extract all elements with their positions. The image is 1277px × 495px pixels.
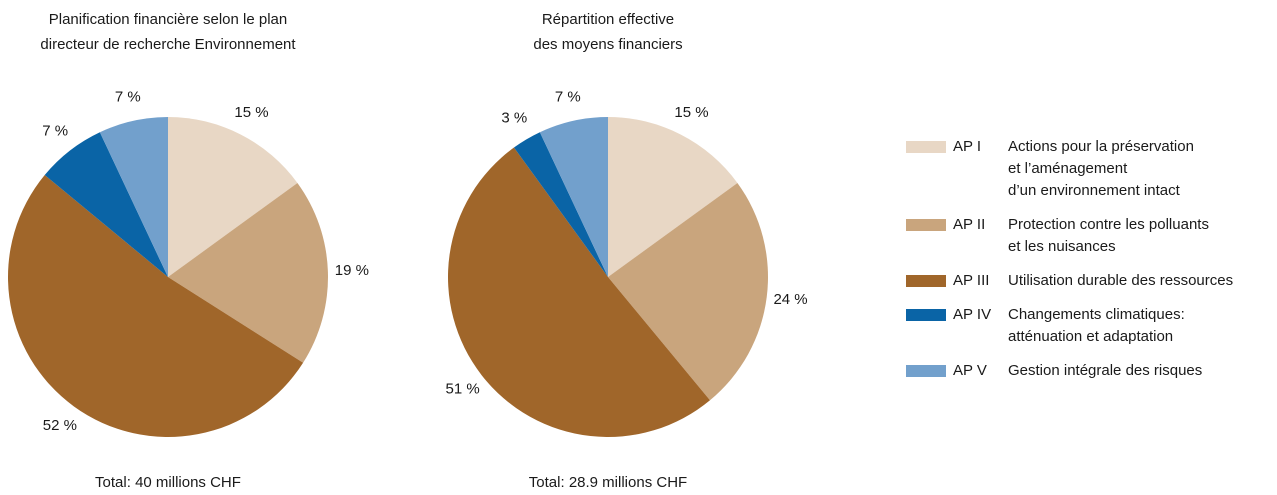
legend-swatch: [906, 309, 946, 321]
pie-slice: [608, 182, 768, 401]
legend-label: d’un environnement intact: [1008, 182, 1181, 199]
pie-slice: [608, 117, 738, 277]
legend-label: et l’aménagement: [1008, 160, 1128, 177]
slice-label: 24 %: [773, 291, 807, 308]
legend-code: AP I: [953, 138, 981, 155]
pie-slice: [168, 117, 298, 277]
legend-label: atténuation et adaptation: [1008, 328, 1173, 345]
pie-slice: [513, 132, 608, 277]
pie-slice: [168, 182, 328, 363]
total-note: Total: 40 millions CHF: [95, 474, 241, 490]
legend-label: Changements climatiques:: [1008, 306, 1185, 323]
legend-code: AP V: [953, 362, 987, 379]
chart-title: des moyens financiers: [533, 36, 682, 53]
slice-label: 7 %: [42, 123, 68, 140]
legend-label: Actions pour la préservation: [1008, 138, 1194, 155]
legend-label: et les nuisances: [1008, 238, 1116, 255]
slice-label: 3 %: [501, 110, 527, 127]
chart-title: directeur de recherche Environnement: [40, 36, 296, 53]
legend-swatch: [906, 365, 946, 377]
legend-swatch: [906, 141, 946, 153]
slice-label: 51 %: [446, 381, 480, 398]
slice-label: 15 %: [674, 104, 708, 121]
slice-label: 52 %: [43, 417, 77, 434]
legend-label: Utilisation durable des ressources: [1008, 272, 1233, 289]
total-note: Total: 28.9 millions CHF: [529, 474, 687, 490]
pie-slice: [539, 117, 608, 277]
legend-code: AP IV: [953, 306, 991, 323]
slice-label: 7 %: [555, 88, 581, 105]
slice-label: 15 %: [234, 104, 268, 121]
slice-label: 7 %: [115, 88, 141, 105]
legend-swatch: [906, 219, 946, 231]
legend-code: AP II: [953, 216, 985, 233]
legend-swatch: [906, 275, 946, 287]
chart-title: Planification financière selon le plan: [49, 11, 287, 28]
legend-label: Protection contre les polluants: [1008, 216, 1209, 233]
legend-code: AP III: [953, 272, 989, 289]
pie-slice: [447, 147, 710, 438]
legend-label: Gestion intégrale des risques: [1008, 362, 1202, 379]
slice-label: 19 %: [335, 262, 369, 279]
pie-slice: [8, 175, 304, 437]
pie-slice: [44, 132, 168, 277]
chart-title: Répartition effective: [542, 11, 674, 28]
pie-slice: [99, 117, 168, 277]
